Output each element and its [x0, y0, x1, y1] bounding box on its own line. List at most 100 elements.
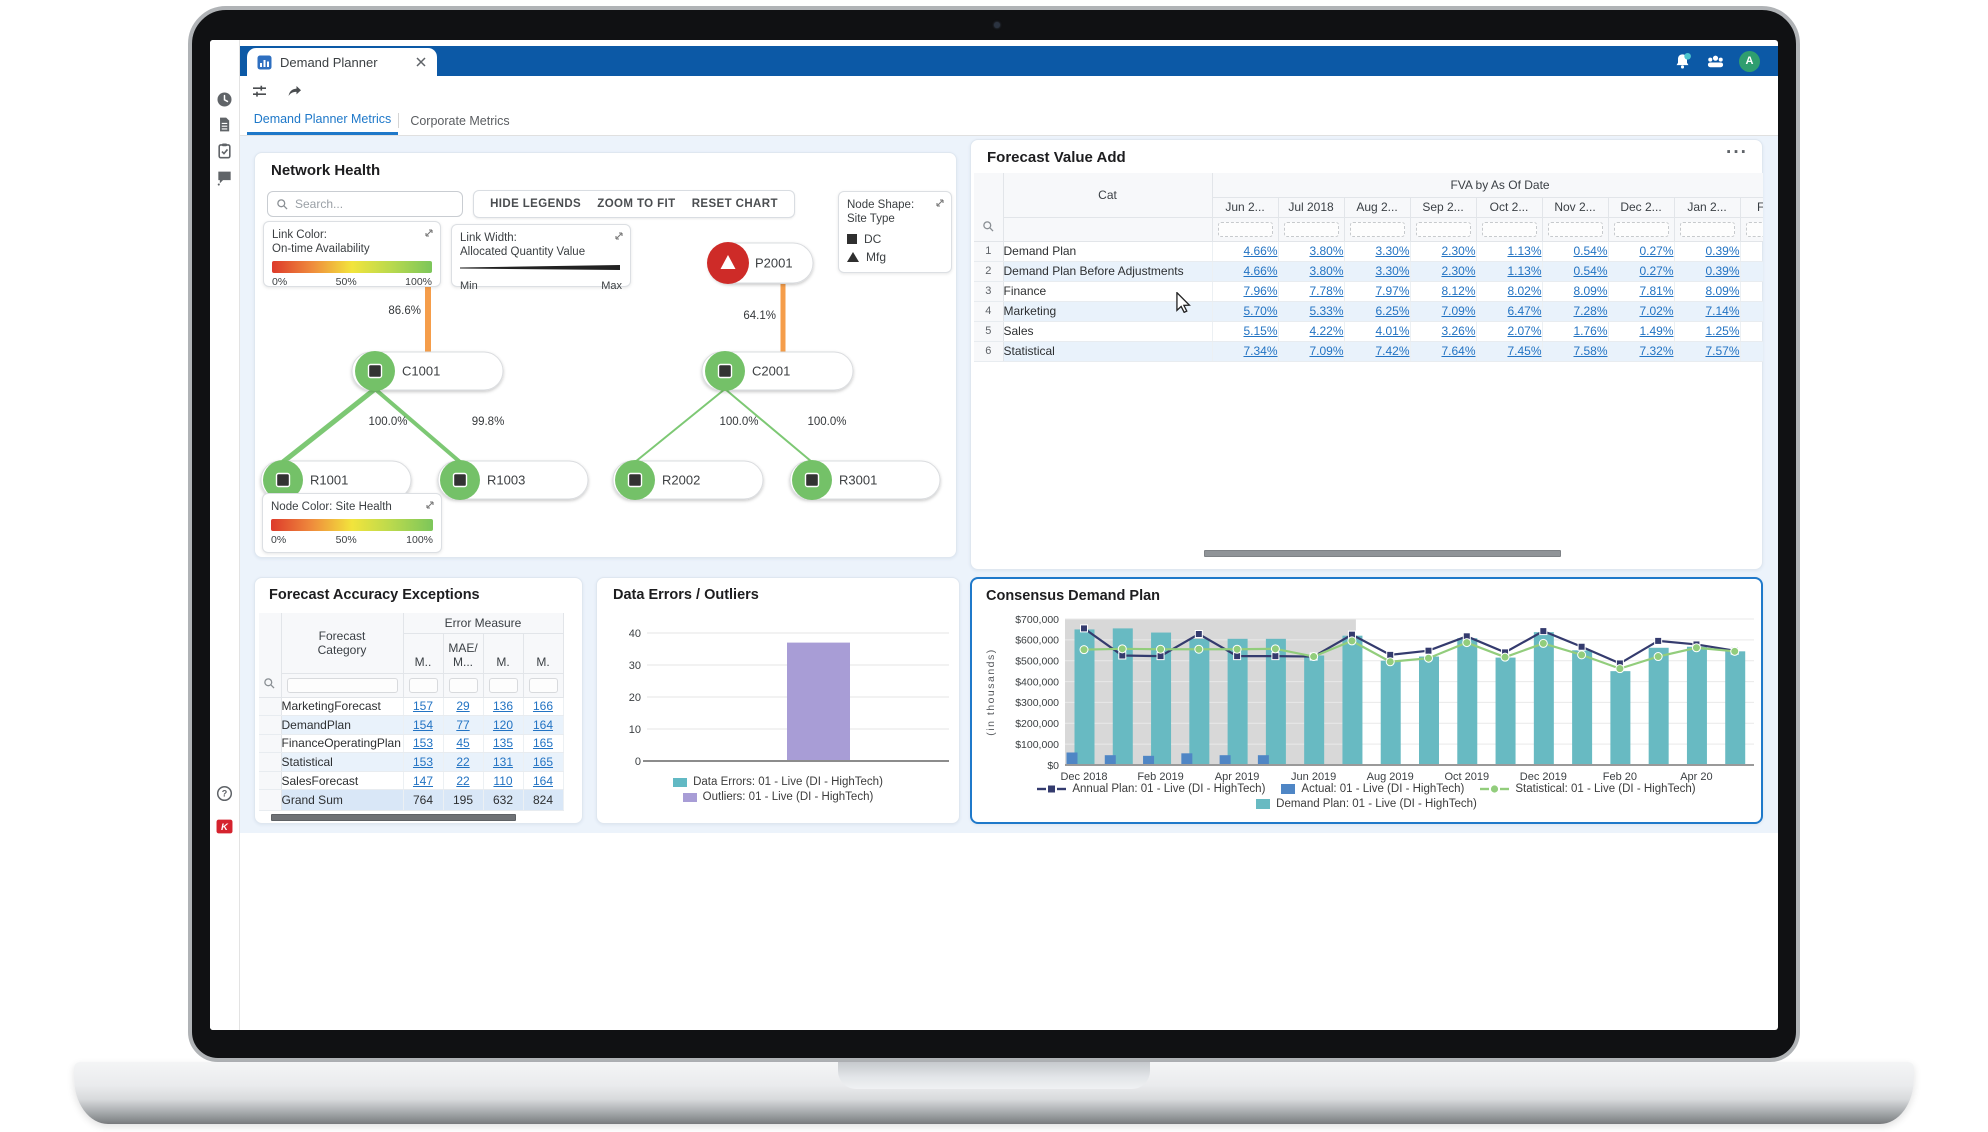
fva-value-link[interactable]: 0.39%: [1705, 244, 1740, 258]
actual-bar[interactable]: [1143, 755, 1155, 765]
fva-value-link[interactable]: 7.78%: [1309, 284, 1344, 298]
demand-plan-bar[interactable]: [1495, 657, 1516, 765]
fva-filter-cell[interactable]: [1740, 217, 1763, 242]
share-icon[interactable]: [286, 83, 303, 100]
fva-filter-cell[interactable]: [1410, 217, 1477, 242]
fva-filter-cell[interactable]: [1344, 217, 1411, 242]
fva-value-link[interactable]: 3.80%: [1309, 244, 1344, 258]
accuracy-value-link[interactable]: 22: [456, 755, 470, 770]
legend-item[interactable]: Actual: 01 - Live (DI - HighTech): [1281, 783, 1464, 795]
fva-value-link[interactable]: 7.34%: [1243, 344, 1278, 358]
accuracy-value-link[interactable]: 154: [412, 717, 434, 732]
accuracy-value-link[interactable]: 22: [456, 773, 470, 788]
fva-value-link[interactable]: 7.45%: [1507, 344, 1542, 358]
accuracy-col-header[interactable]: MAE/M...: [443, 633, 484, 674]
fva-value-link[interactable]: 5.33%: [1309, 304, 1344, 318]
accuracy-value-link[interactable]: 77: [456, 717, 470, 732]
search-icon[interactable]: [263, 677, 276, 690]
clipboard-icon[interactable]: [216, 142, 233, 159]
fva-filter-cell[interactable]: [1476, 217, 1543, 242]
fva-value-link[interactable]: 0.54%: [1573, 244, 1608, 258]
fva-value-link[interactable]: 7.57%: [1705, 344, 1740, 358]
fva-value-link[interactable]: 0.27%: [1639, 244, 1674, 258]
legend-item[interactable]: Annual Plan: 01 - Live (DI - HighTech): [1037, 783, 1265, 795]
demand-plan-bar[interactable]: [1610, 671, 1631, 765]
accuracy-value-link[interactable]: 153: [412, 755, 434, 770]
fva-value-link[interactable]: 2.30%: [1441, 244, 1476, 258]
accuracy-col-header[interactable]: M.: [523, 633, 564, 674]
fva-horizontal-scrollbar[interactable]: [1204, 550, 1561, 557]
reset-chart-button[interactable]: RESET CHART: [691, 198, 778, 210]
demand-plan-bar[interactable]: [1112, 628, 1133, 765]
fva-value-link[interactable]: 3.80%: [1309, 264, 1344, 278]
actual-bar[interactable]: [1219, 755, 1231, 765]
demand-plan-bar[interactable]: [1725, 651, 1746, 765]
accuracy-horizontal-scrollbar[interactable]: [271, 814, 516, 821]
fva-value-link[interactable]: 6.25%: [1375, 304, 1410, 318]
fva-value-link[interactable]: 5.70%: [1243, 304, 1278, 318]
accuracy-value-link[interactable]: 166: [532, 699, 554, 714]
network-search-input[interactable]: [295, 197, 435, 211]
network-node[interactable]: R2002: [612, 460, 764, 500]
accuracy-filter-cell[interactable]: [403, 673, 444, 698]
close-icon[interactable]: [415, 56, 427, 68]
network-link[interactable]: [724, 388, 813, 463]
accuracy-value-link[interactable]: 164: [532, 773, 554, 788]
fva-value-link[interactable]: 7.96%: [1243, 284, 1278, 298]
fva-value-link[interactable]: 8.12%: [1441, 284, 1476, 298]
fva-value-link[interactable]: 6.47%: [1507, 304, 1542, 318]
demand-plan-bar[interactable]: [1151, 632, 1172, 765]
accuracy-filter-cell[interactable]: [483, 673, 524, 698]
demand-plan-bar[interactable]: [1380, 660, 1401, 765]
fva-value-link[interactable]: 7.81%: [1639, 284, 1674, 298]
fva-filter-cell[interactable]: [1278, 217, 1345, 242]
network-node[interactable]: C2001: [701, 351, 854, 391]
demand-plan-bar[interactable]: [1265, 638, 1286, 765]
accuracy-value-link[interactable]: 120: [492, 717, 514, 732]
fva-value-link[interactable]: 5.15%: [1243, 324, 1278, 338]
expand-icon[interactable]: [425, 500, 435, 510]
fva-value-link[interactable]: 2.30%: [1441, 264, 1476, 278]
fva-value-link[interactable]: 7.97%: [1375, 284, 1410, 298]
fva-value-link[interactable]: 7.32%: [1639, 344, 1674, 358]
fva-value-link[interactable]: 1.76%: [1573, 324, 1608, 338]
accuracy-value-link[interactable]: 157: [412, 699, 434, 714]
demand-plan-bar[interactable]: [1572, 650, 1593, 765]
legend-item[interactable]: Demand Plan: 01 - Live (DI - HighTech): [1256, 798, 1477, 810]
accuracy-value-link[interactable]: 147: [412, 773, 434, 788]
fva-month-header[interactable]: Aug 2...: [1344, 197, 1411, 218]
network-link[interactable]: [634, 388, 726, 463]
network-link[interactable]: [281, 387, 377, 464]
actual-bar[interactable]: [1104, 755, 1116, 765]
accuracy-value-link[interactable]: 164: [532, 717, 554, 732]
network-node[interactable]: R1001: [260, 460, 412, 500]
demand-plan-bar[interactable]: [1533, 632, 1554, 765]
demand-plan-bar[interactable]: [1419, 656, 1439, 765]
expand-icon[interactable]: [614, 231, 624, 241]
fva-value-link[interactable]: 8.09%: [1573, 284, 1608, 298]
window-tab[interactable]: Demand Planner: [247, 48, 437, 76]
accuracy-value-link[interactable]: 165: [532, 736, 554, 751]
demand-plan-bar[interactable]: [1342, 635, 1363, 765]
avatar[interactable]: A: [1739, 50, 1760, 72]
fva-value-link[interactable]: 8.09%: [1705, 284, 1740, 298]
fva-value-link[interactable]: 3.26%: [1441, 324, 1476, 338]
fva-value-link[interactable]: 2.07%: [1507, 324, 1542, 338]
fva-value-link[interactable]: 7.02%: [1639, 304, 1674, 318]
fva-month-header[interactable]: Nov 2...: [1542, 197, 1609, 218]
fva-value-link[interactable]: 7.09%: [1309, 344, 1344, 358]
fva-value-link[interactable]: 8.02%: [1507, 284, 1542, 298]
fva-month-header[interactable]: Sep 2...: [1410, 197, 1477, 218]
filter-settings-icon[interactable]: [251, 83, 268, 100]
accuracy-filter-cell[interactable]: [443, 673, 484, 698]
demand-plan-bar[interactable]: [1074, 629, 1095, 765]
expand-icon[interactable]: [424, 228, 434, 238]
legend-item[interactable]: Outliers: 01 - Live (DI - HighTech): [682, 791, 873, 803]
fva-value-link[interactable]: 0.54%: [1573, 264, 1608, 278]
accuracy-value-link[interactable]: 110: [493, 773, 513, 788]
fva-value-link[interactable]: 7.58%: [1573, 344, 1608, 358]
fva-value-link[interactable]: 7.42%: [1375, 344, 1410, 358]
search-icon[interactable]: [982, 220, 995, 233]
fva-month-header[interactable]: Jun 2...: [1212, 197, 1279, 218]
history-icon[interactable]: [216, 91, 233, 108]
